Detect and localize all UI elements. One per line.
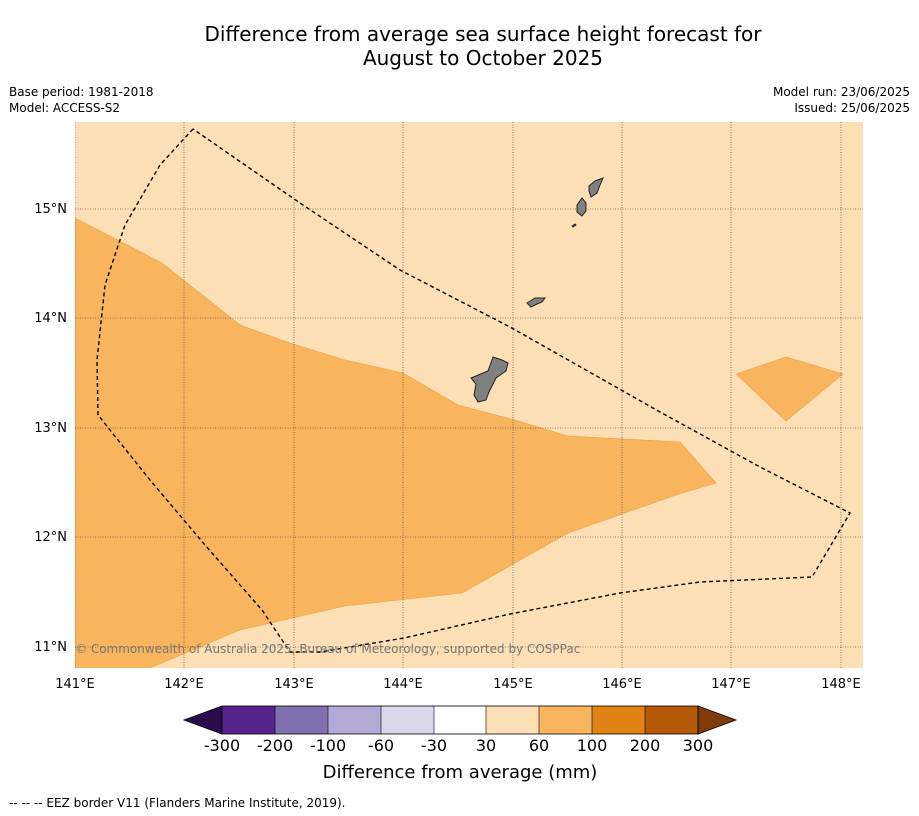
island-tinian [576,197,587,217]
lat-label: 15°N [34,202,67,217]
lon-label: 141°E [55,677,95,692]
latitude-labels: 15°N 14°N 13°N 12°N 11°N [34,202,67,655]
model-run: Model run: 23/06/2025 [772,85,910,99]
lat-label: 12°N [34,530,67,545]
colorbar-segment [486,706,539,734]
land-islands [470,177,604,403]
island-saipan [588,177,604,198]
colorbar-tick-label: 100 [577,736,608,755]
colorbar-title: Difference from average (mm) [323,762,598,783]
island-guam [470,356,509,403]
base-period: Base period: 1981-2018 [9,85,154,99]
meta-right: Model run: 23/06/2025 Issued: 25/06/2025 [773,84,910,116]
lat-label: 13°N [34,421,67,436]
lon-label: 145°E [493,677,533,692]
colorbar-tick-label: -200 [257,736,293,755]
colorbar-segment [328,706,381,734]
map-title: Difference from average sea surface heig… [0,22,919,70]
colorbar-tick-label: 30 [476,736,496,755]
colorbar-tick-label: -30 [421,736,447,755]
eez-legend-note: -- -- -- EEZ border V11 (Flanders Marine… [9,796,346,810]
colorbar-tick-label: -100 [310,736,346,755]
lon-label: 148°E [821,677,861,692]
colorbar-segment [592,706,645,734]
longitude-labels: 141°E 142°E 143°E 144°E 145°E 146°E 147°… [55,677,861,692]
eez-border [96,128,851,653]
colorbar: -300 -200 -100 -60 -30 30 60 100 200 300… [182,705,738,783]
island-aguijan [571,223,577,228]
meta-left: Base period: 1981-2018 Model: ACCESS-S2 [9,84,154,116]
colorbar-segment [381,706,434,734]
colorbar-tick-label: 200 [630,736,661,755]
model-name: Model: ACCESS-S2 [9,101,121,115]
gridlines [75,122,863,668]
copyright-notice: © Commonwealth of Australia 2025, Bureau… [75,642,580,656]
colorbar-segment [222,706,275,734]
title-line-2: August to October 2025 [362,46,604,70]
colorbar-high-extend [697,705,738,735]
colorbar-segment [275,706,328,734]
colorbar-tick-label: -60 [368,736,394,755]
island-rota [526,297,546,308]
colorbar-tick-label: 300 [683,736,714,755]
colorbar-segment [434,706,486,734]
anomaly-band-60-100 [75,217,717,668]
anomaly-patch-east [735,356,844,422]
colorbar-segment [539,706,592,734]
issued-date: Issued: 25/06/2025 [794,101,910,115]
colorbar-tick-label: -300 [204,736,240,755]
colorbar-low-extend [182,705,223,735]
colorbar-tick-label: 60 [529,736,549,755]
lat-label: 11°N [34,640,67,655]
colorbar-outline [221,705,699,735]
lon-label: 147°E [711,677,751,692]
lon-label: 146°E [602,677,642,692]
colorbar-segment [645,706,698,734]
lon-label: 144°E [383,677,423,692]
lat-label: 14°N [34,311,67,326]
lon-label: 142°E [164,677,204,692]
lon-label: 143°E [274,677,314,692]
title-line-1: Difference from average sea surface heig… [204,22,762,46]
